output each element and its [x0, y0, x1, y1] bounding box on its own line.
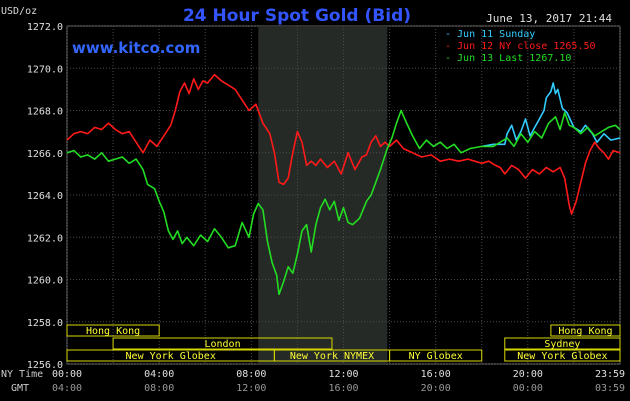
grid-lines [66, 25, 621, 365]
y-tick-labels: 1256.0 1258.0 1260.0 1262.0 1264.0 1266.0 1268… [27, 22, 63, 371]
session-bar-box [550, 324, 621, 337]
gmt-label: GMT [11, 383, 29, 394]
ny-time-label: NY Time [1, 369, 43, 380]
series-layer [66, 73, 621, 296]
y-tick-label: 1272.0 [27, 22, 63, 33]
x-tick-label-gmt: 04:00 [52, 383, 82, 394]
series-line-2 [66, 109, 621, 296]
session-bar: NY Globex [389, 349, 483, 362]
session-bar-box [504, 337, 621, 350]
session-bar: Hong Kong [550, 324, 621, 337]
x-tick-label-ny: 12:00 [328, 369, 358, 380]
session-bar-label: New York NYMEX [290, 351, 374, 362]
y-tick-label: 1266.0 [27, 149, 63, 160]
x-tick-label-gmt: 20:00 [421, 383, 451, 394]
legend-entry: - Jun 11 Sunday [445, 29, 535, 40]
session-bar: New York Globex [504, 349, 621, 362]
session-bar-box [112, 337, 333, 350]
x-tick-label-ny: 16:00 [421, 369, 451, 380]
x-tick-label-gmt: 08:00 [144, 383, 174, 394]
unit-label: USD/oz [1, 6, 37, 17]
session-bar-label: New York Globex [517, 351, 607, 362]
x-tick-label-ny: 00:00 [52, 369, 82, 380]
session-bar-label: Hong Kong [86, 326, 140, 337]
y-tick-label: 1262.0 [27, 233, 63, 244]
y-tick-label: 1258.0 [27, 318, 63, 329]
legend-entry: - Jun 13 Last 1267.10 [445, 53, 571, 64]
y-tick-label: 1270.0 [27, 64, 63, 75]
series-line-1 [66, 73, 621, 215]
x-tick-labels: 00:00 04:00 04:00 08:00 08:00 12:00 12:00 16:00… [52, 369, 625, 394]
session-bar-box [389, 349, 483, 362]
x-tick-label-gmt: 12:00 [236, 383, 266, 394]
session-bar: New York NYMEX [273, 349, 391, 362]
session-bar-label: London [204, 339, 240, 350]
chart-title: 24 Hour Spot Gold (Bid) [183, 6, 411, 26]
y-tick-label: 1268.0 [27, 107, 63, 118]
y-tick-label: 1264.0 [27, 191, 63, 202]
session-bar: Sydney [504, 337, 621, 350]
y-tick-label: 1256.0 [27, 360, 63, 371]
x-tick-label-gmt: 03:59 [595, 383, 625, 394]
website-label: www.kitco.com [72, 39, 200, 57]
x-tick-label-gmt: 00:00 [513, 383, 543, 394]
session-bar: Hong Kong [66, 324, 160, 337]
session-bar-label: New York Globex [126, 351, 216, 362]
x-tick-label-ny: 23:59 [595, 369, 625, 380]
x-tick-label-ny: 04:00 [144, 369, 174, 380]
x-tick-label-ny: 20:00 [513, 369, 543, 380]
legend-entry: - Jun 12 NY close 1265.50 [445, 41, 596, 52]
x-tick-label-ny: 08:00 [236, 369, 266, 380]
session-bar-label: NY Globex [409, 351, 463, 362]
session-bar-box [504, 349, 621, 362]
session-bar-box [66, 324, 160, 337]
session-bar-label: Sydney [544, 339, 580, 350]
legend: - Jun 11 Sunday- Jun 12 NY close 1265.50… [445, 29, 596, 64]
session-bar-label: Hong Kong [558, 326, 612, 337]
datetime-label: June 13, 2017 21:44 [486, 12, 612, 25]
y-tick-label: 1260.0 [27, 276, 63, 287]
session-bar: London [112, 337, 333, 350]
x-tick-label-gmt: 16:00 [328, 383, 358, 394]
